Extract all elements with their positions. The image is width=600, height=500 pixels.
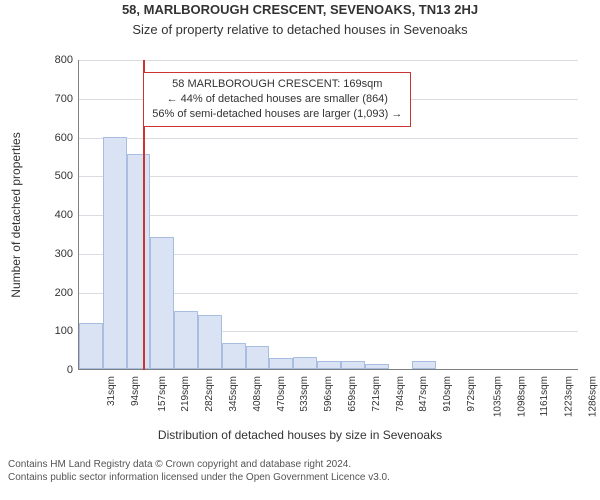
- y-tick-label: 500: [55, 170, 73, 182]
- y-axis-label: Number of detached properties: [9, 132, 23, 297]
- y-tick-label: 0: [67, 364, 73, 376]
- y-tick-label: 600: [55, 132, 73, 144]
- bar: [412, 361, 436, 369]
- y-tick-label: 200: [55, 287, 73, 299]
- x-tick-label: 31sqm: [106, 376, 117, 406]
- y-tick-label: 300: [55, 248, 73, 260]
- bar: [222, 343, 246, 369]
- x-tick-label: 408sqm: [252, 376, 263, 412]
- x-tick-label: 470sqm: [275, 376, 286, 412]
- bar: [365, 364, 389, 369]
- x-tick-label: 94sqm: [130, 376, 141, 406]
- gridline: [79, 176, 578, 177]
- bar: [246, 346, 270, 369]
- bar: [198, 315, 222, 369]
- gridline: [79, 215, 578, 216]
- x-tick-label: 596sqm: [323, 376, 334, 412]
- title-main: 58, MARLBOROUGH CRESCENT, SEVENOAKS, TN1…: [0, 2, 600, 17]
- footer-line-1: Contains HM Land Registry data © Crown c…: [8, 458, 592, 471]
- bar: [293, 357, 317, 369]
- x-tick-label: 784sqm: [394, 376, 405, 412]
- bar: [341, 361, 365, 369]
- x-axis-label: Distribution of detached houses by size …: [0, 428, 600, 442]
- x-tick-label: 659sqm: [347, 376, 358, 412]
- x-tick-label: 1098sqm: [516, 376, 527, 417]
- title-sub: Size of property relative to detached ho…: [0, 22, 600, 37]
- callout-line-2: ← 44% of detached houses are smaller (86…: [152, 92, 402, 107]
- bar: [269, 358, 293, 369]
- x-tick-label: 1035sqm: [492, 376, 503, 417]
- bar: [103, 137, 127, 370]
- x-tick-label: 972sqm: [466, 376, 477, 412]
- y-tick-label: 800: [55, 54, 73, 66]
- x-tick-label: 345sqm: [228, 376, 239, 412]
- x-tick-label: 1223sqm: [564, 376, 575, 417]
- y-tick-label: 100: [55, 325, 73, 337]
- gridline: [79, 60, 578, 61]
- bar: [127, 154, 151, 369]
- y-tick-label: 700: [55, 93, 73, 105]
- bar: [79, 323, 103, 370]
- x-tick-label: 721sqm: [371, 376, 382, 412]
- callout-line-3: 56% of semi-detached houses are larger (…: [152, 107, 402, 122]
- x-tick-label: 533sqm: [299, 376, 310, 412]
- x-tick-label: 282sqm: [204, 376, 215, 412]
- bar: [317, 361, 341, 369]
- plot-area: 010020030040050060070080031sqm94sqm157sq…: [78, 60, 578, 370]
- bar: [150, 237, 174, 369]
- x-tick-label: 219sqm: [180, 376, 191, 412]
- x-tick-label: 157sqm: [156, 376, 167, 412]
- footer-line-2: Contains public sector information licen…: [8, 471, 592, 484]
- x-tick-label: 910sqm: [442, 376, 453, 412]
- callout-box: 58 MARLBOROUGH CRESCENT: 169sqm← 44% of …: [143, 72, 411, 127]
- x-tick-label: 847sqm: [418, 376, 429, 412]
- callout-line-1: 58 MARLBOROUGH CRESCENT: 169sqm: [152, 77, 402, 92]
- y-tick-label: 400: [55, 209, 73, 221]
- bar: [174, 311, 198, 369]
- gridline: [79, 138, 578, 139]
- x-tick-label: 1161sqm: [540, 376, 551, 416]
- chart-container: 58, MARLBOROUGH CRESCENT, SEVENOAKS, TN1…: [0, 0, 600, 500]
- footer-credits: Contains HM Land Registry data © Crown c…: [8, 458, 592, 484]
- x-tick-label: 1286sqm: [588, 376, 599, 417]
